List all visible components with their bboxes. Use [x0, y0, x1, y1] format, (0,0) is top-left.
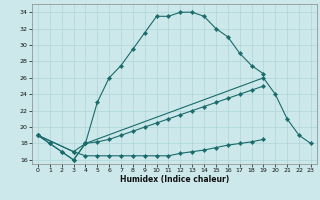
X-axis label: Humidex (Indice chaleur): Humidex (Indice chaleur)	[120, 175, 229, 184]
